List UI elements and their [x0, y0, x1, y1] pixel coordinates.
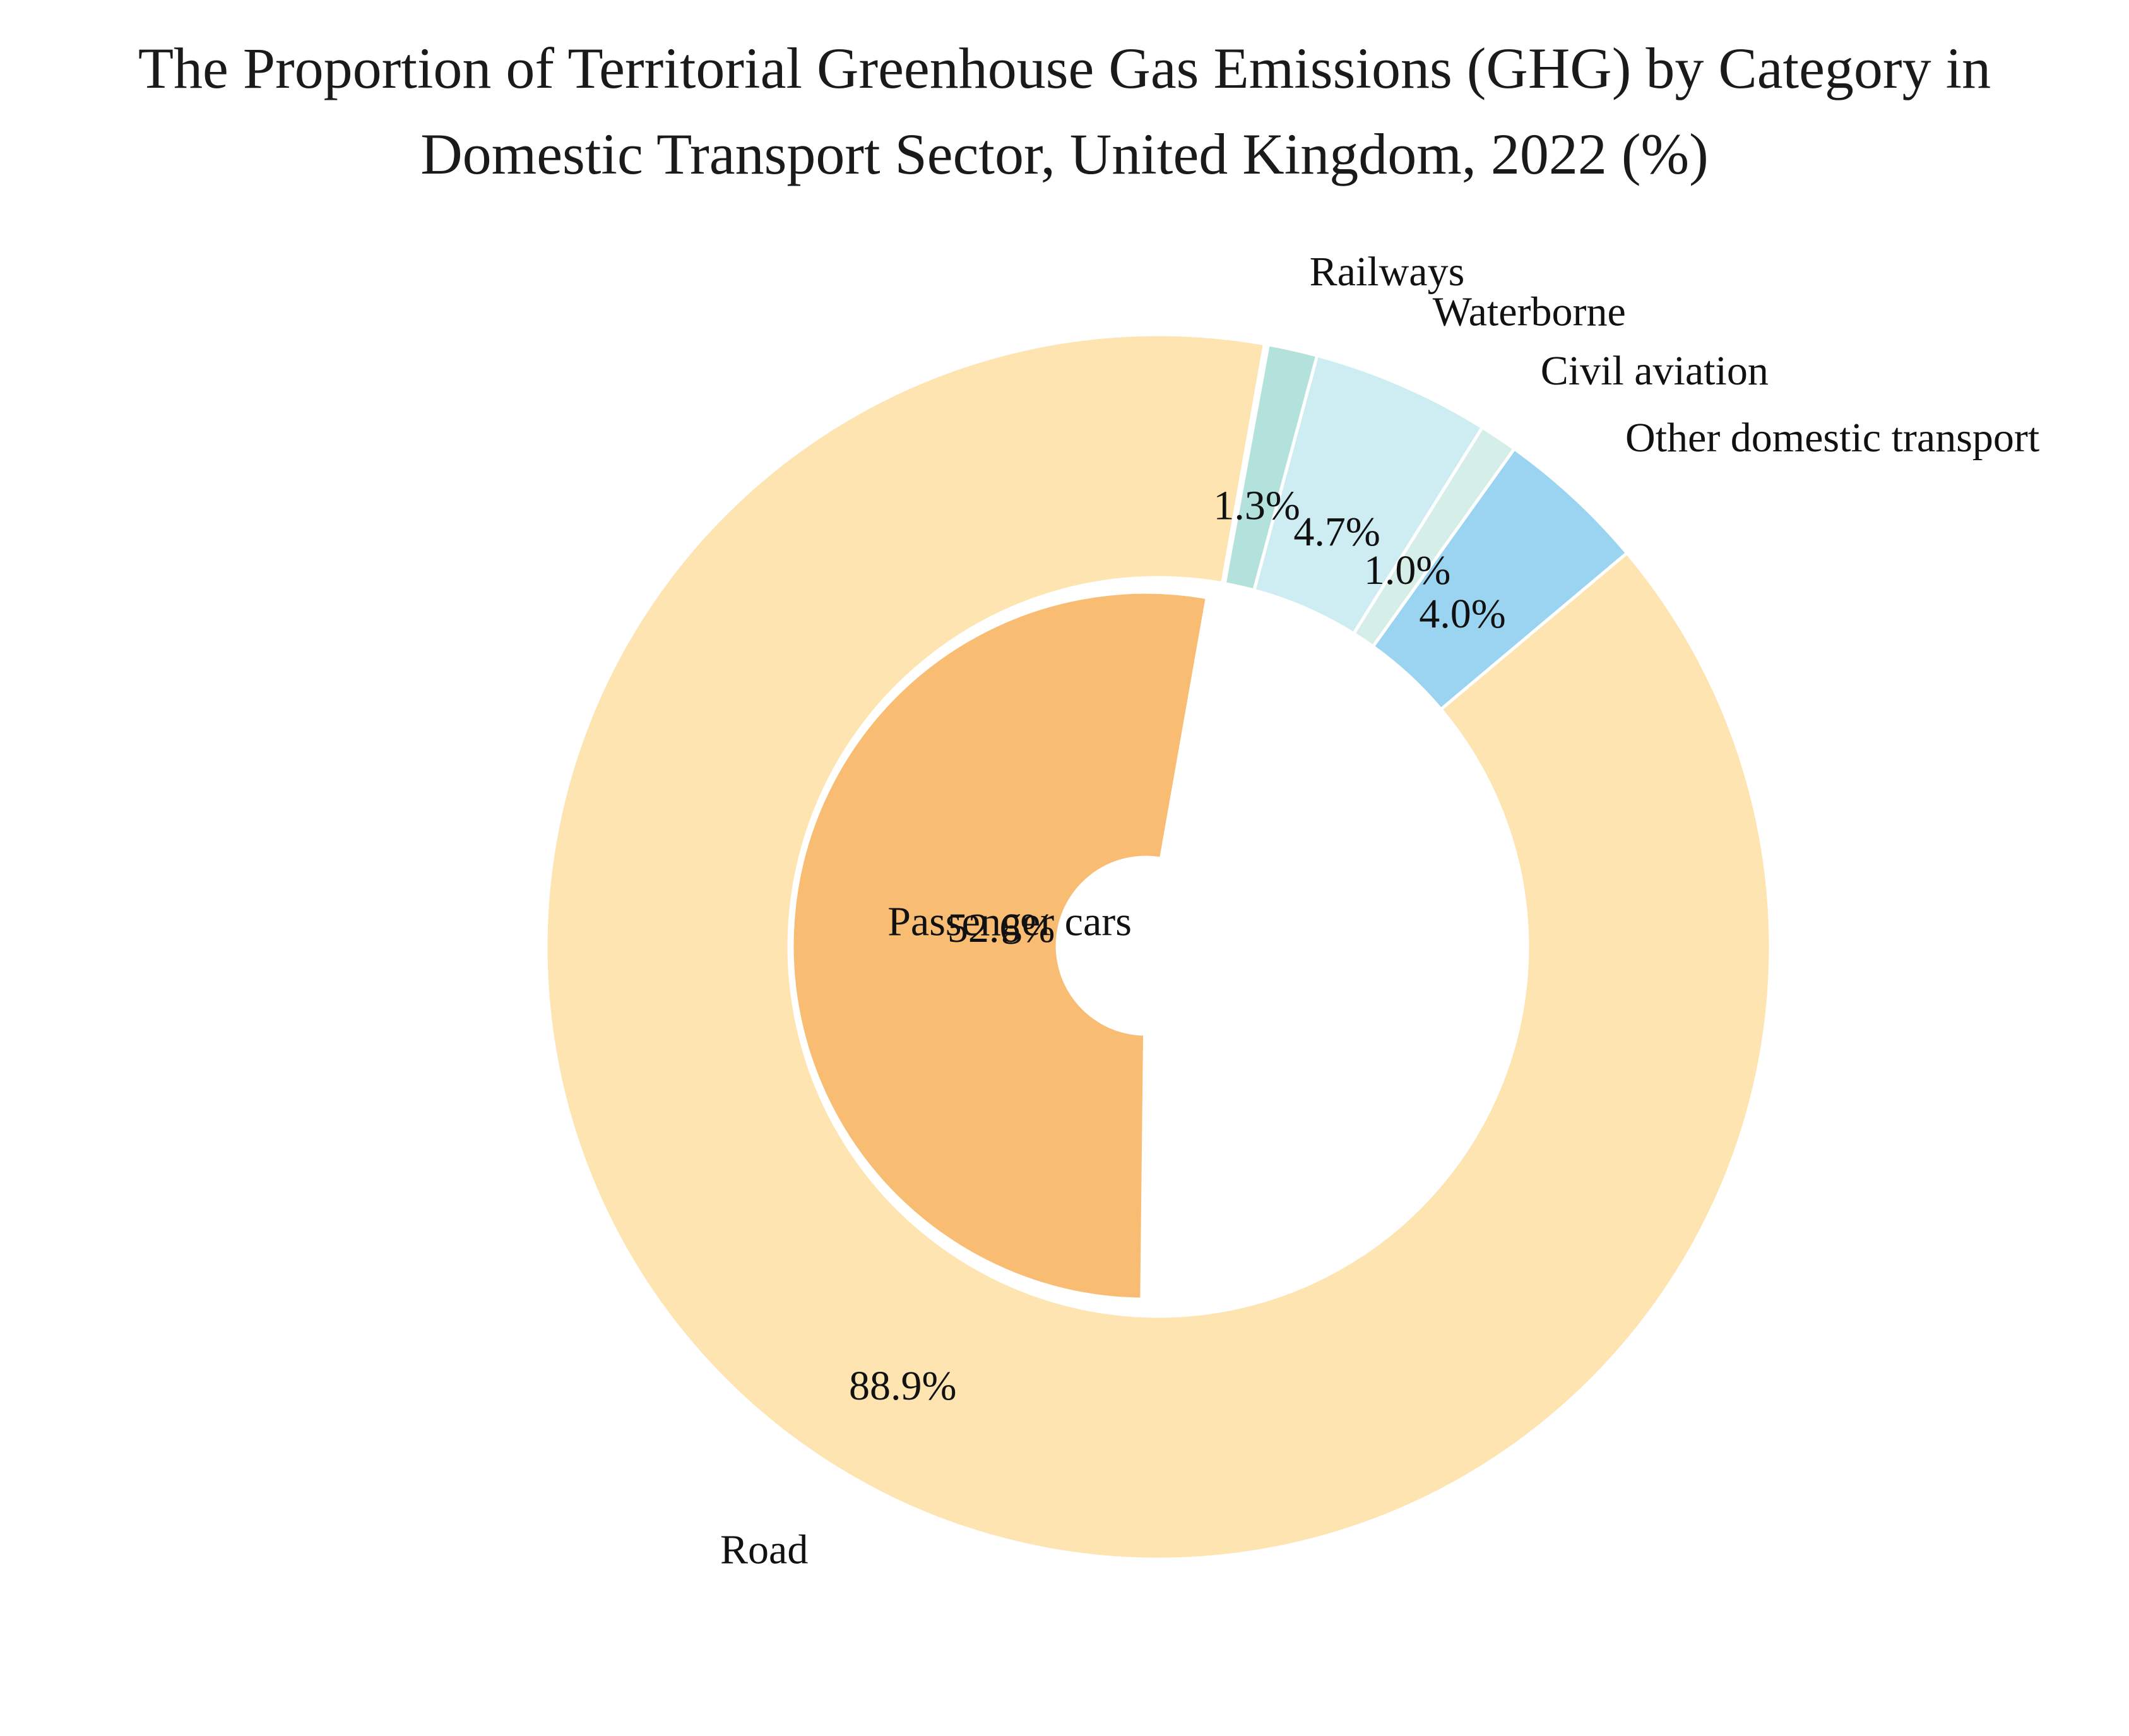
- pct-label-railways: 1.3%: [1213, 483, 1300, 529]
- category-label-railways: Railways: [1310, 249, 1465, 295]
- category-label-civil-aviation: Civil aviation: [1541, 348, 1769, 394]
- inner-slice-passenger-cars: [790, 590, 1209, 1301]
- category-label-other-domestic-transport: Other domestic transport: [1625, 415, 2039, 461]
- outer-ring: [544, 333, 1772, 1561]
- outer-slice-railways: [1223, 342, 1319, 593]
- chart-title-line-2: Domestic Transport Sector, United Kingdo…: [420, 122, 1709, 186]
- pct-label-other-domestic-transport: 4.0%: [1419, 591, 1505, 637]
- chart-title-line-1: The Proportion of Territorial Greenhouse…: [138, 36, 1991, 100]
- category-label-passenger-cars: Passenger cars: [887, 898, 1132, 944]
- inner-ring: [790, 590, 1209, 1301]
- pct-label-passenger-cars: 52.6%: [947, 905, 1055, 951]
- chart-labels: 88.9% Road 4.0% Other domestic transport 1.0…: [720, 249, 2039, 1573]
- pct-label-civil-aviation: 1.0%: [1364, 547, 1450, 593]
- outer-slice-road: [544, 333, 1772, 1561]
- category-label-waterborne: Waterborne: [1433, 289, 1626, 335]
- pct-label-road: 88.9%: [849, 1363, 956, 1409]
- category-label-road: Road: [720, 1527, 808, 1573]
- pct-label-waterborne: 4.7%: [1293, 509, 1380, 555]
- chart-title: The Proportion of Territorial Greenhouse…: [0, 25, 2129, 197]
